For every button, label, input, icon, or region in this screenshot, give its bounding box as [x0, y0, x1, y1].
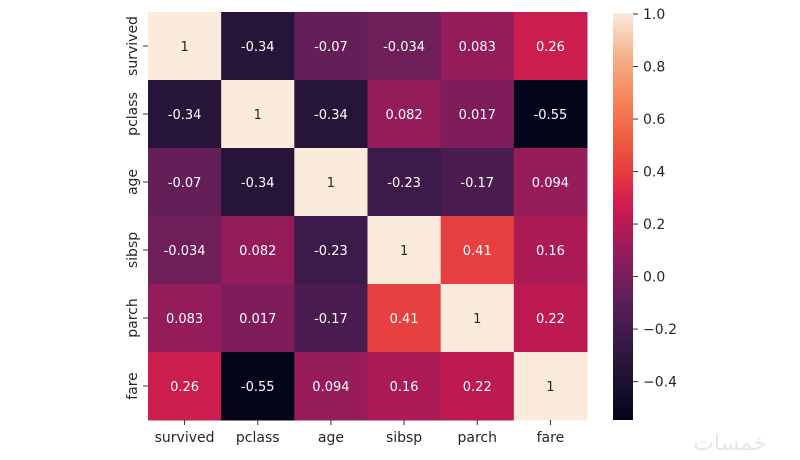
heatmap-cell	[513, 284, 588, 353]
cell-annotation: 0.083	[166, 312, 203, 327]
y-tick-label: sibsp	[125, 232, 141, 268]
heatmap-cell	[367, 80, 442, 149]
heatmap-cell	[148, 12, 222, 81]
cell-annotation: -0.034	[164, 244, 206, 259]
heatmap-cell	[294, 80, 368, 149]
cell-annotation: 0.082	[239, 244, 276, 259]
cell-annotation: 0.26	[536, 40, 565, 55]
cell-annotation: 0.26	[170, 380, 199, 395]
heatmap-cell	[513, 148, 588, 217]
heatmap-cell	[367, 352, 442, 421]
y-axis: survived pclass age sibsp parch fare	[125, 16, 148, 400]
cell-annotation: -0.07	[314, 40, 348, 55]
colorbar-tick-label: 0.2	[643, 217, 665, 233]
x-tick-label: fare	[537, 430, 565, 446]
colorbar-tick-label: 0.6	[643, 112, 665, 128]
cell-annotation: 1	[180, 40, 188, 55]
heatmap-cell	[148, 352, 222, 421]
heatmap-cell	[221, 352, 295, 421]
heatmap-cell	[221, 148, 295, 217]
heatmap-cell	[294, 352, 368, 421]
heatmap-cell	[294, 148, 368, 217]
heatmap-cell	[221, 284, 295, 353]
cell-annotation: 0.16	[536, 244, 565, 259]
heatmap-cell	[513, 80, 588, 149]
cell-annotation: 1	[473, 312, 481, 327]
colorbar-tick-label: 0.0	[643, 270, 665, 286]
watermark: خمسات	[693, 431, 766, 456]
cell-annotation: 1	[546, 380, 554, 395]
cell-annotation: 0.22	[463, 380, 492, 395]
heatmap-cell	[294, 216, 368, 285]
heatmap-cell	[513, 12, 588, 81]
cell-annotation: 0.41	[390, 312, 419, 327]
heatmap-cell	[148, 216, 222, 285]
colorbar-tick-label: −0.4	[643, 375, 677, 391]
cell-annotation: 0.017	[239, 312, 276, 327]
heatmap-cells: 1 -0.34 -0.07 -0.034 0.083 0.26 -0.34 1 -0.34 0.0…	[148, 12, 588, 421]
cell-annotation: 1	[327, 176, 335, 191]
x-tick-label: survived	[155, 430, 215, 446]
cell-annotation: 0.083	[459, 40, 496, 55]
heatmap-cell	[440, 216, 515, 285]
cell-annotation: 0.41	[463, 244, 492, 259]
heatmap-cell	[294, 284, 368, 353]
colorbar-tick-label: 1.0	[643, 7, 665, 23]
cell-annotation: -0.17	[314, 312, 348, 327]
heatmap-cell	[221, 80, 295, 149]
x-tick-label: sibsp	[386, 430, 422, 446]
heatmap-cell	[221, 216, 295, 285]
cell-annotation: 0.22	[536, 312, 565, 327]
cell-annotation: -0.55	[241, 380, 275, 395]
cell-annotation: 0.094	[532, 176, 569, 191]
heatmap-cell	[440, 284, 515, 353]
heatmap-cell	[148, 80, 222, 149]
y-tick-label: age	[125, 169, 141, 195]
cell-annotation: -0.34	[168, 108, 202, 123]
cell-annotation: 0.082	[385, 108, 422, 123]
cell-annotation: 1	[254, 108, 262, 123]
cell-annotation: 0.094	[312, 380, 349, 395]
y-tick-label: pclass	[125, 92, 141, 136]
cell-annotation: -0.17	[460, 176, 494, 191]
cell-annotation: 0.16	[390, 380, 419, 395]
heatmap-cell	[148, 148, 222, 217]
y-tick-label: parch	[125, 298, 141, 337]
cell-annotation: -0.34	[241, 40, 275, 55]
colorbar	[613, 13, 633, 420]
cell-annotation: 0.017	[459, 108, 496, 123]
heatmap-cell	[440, 148, 515, 217]
cell-annotation: -0.034	[383, 40, 425, 55]
x-tick-label: pclass	[236, 430, 280, 446]
heatmap-cell	[440, 12, 515, 81]
y-tick-label: survived	[125, 16, 141, 76]
colorbar-ticks: 1.0 0.8 0.6 0.4 0.2 0.0 −0.2 −0.4	[633, 7, 677, 391]
cell-annotation: -0.07	[168, 176, 202, 191]
heatmap-cell	[367, 216, 442, 285]
heatmap-cell	[367, 12, 442, 81]
heatmap-cell	[148, 284, 222, 353]
x-tick-label: age	[318, 430, 344, 446]
heatmap-cell	[440, 80, 515, 149]
y-tick-label: fare	[125, 372, 141, 400]
colorbar-tick-label: −0.2	[643, 322, 677, 338]
heatmap-cell	[367, 284, 442, 353]
cell-annotation: -0.55	[534, 108, 568, 123]
cell-annotation: 1	[400, 244, 408, 259]
heatmap-cell	[513, 216, 588, 285]
heatmap-cell	[440, 352, 515, 421]
colorbar-tick-label: 0.4	[643, 165, 665, 181]
colorbar-tick-label: 0.8	[643, 60, 665, 76]
heatmap-cell	[294, 12, 368, 81]
x-axis: survived pclass age sibsp parch fare	[155, 420, 565, 446]
x-tick-label: parch	[458, 430, 497, 446]
cell-annotation: -0.23	[314, 244, 348, 259]
cell-annotation: -0.23	[387, 176, 421, 191]
cell-annotation: -0.34	[241, 176, 275, 191]
heatmap-cell	[221, 12, 295, 81]
heatmap-cell	[367, 148, 442, 217]
cell-annotation: -0.34	[314, 108, 348, 123]
heatmap-cell	[513, 352, 588, 421]
